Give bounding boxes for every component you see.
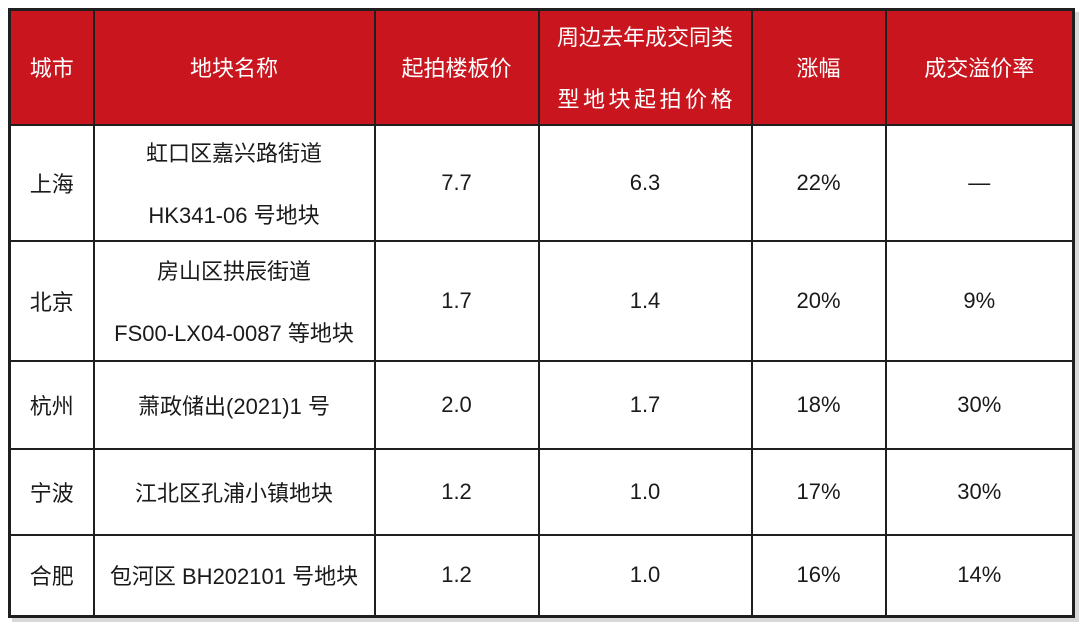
increase-value: 22% — [796, 169, 841, 195]
cell-start-price: 1.7 — [373, 239, 540, 362]
cell-city: 合肥 — [8, 533, 95, 618]
nearby-price-value: 1.7 — [629, 391, 661, 417]
header-cell-nearby-price: 周边去年成交同类 型地块起拍价格 — [537, 8, 753, 126]
increase-value: 16% — [796, 562, 841, 588]
header-start-price-label: 起拍楼板价 — [401, 56, 512, 82]
cell-city: 宁波 — [8, 447, 95, 536]
cell-increase: 16% — [750, 533, 887, 618]
plot-name-line2: HK341-06 号地块 — [148, 202, 320, 228]
cell-premium: 14% — [884, 533, 1075, 618]
plot-name-line1: 包河区 BH202101 号地块 — [109, 564, 359, 590]
plot-name-line1: 江北区孔浦小镇地块 — [134, 480, 333, 506]
header-increase-label: 涨幅 — [796, 56, 841, 82]
premium-value: — — [968, 169, 991, 195]
table-body: 上海 虹口区嘉兴路街道 HK341-06 号地块 7.7 6.3 22% — 北… — [8, 123, 1075, 618]
header-cell-start-price: 起拍楼板价 — [373, 8, 540, 126]
nearby-price-value: 1.4 — [629, 287, 661, 313]
table-row-ningbo: 宁波 江北区孔浦小镇地块 1.2 1.0 17% 30% — [8, 447, 1075, 536]
cell-plot-name: 萧政储出(2021)1 号 — [92, 359, 376, 450]
premium-value: 30% — [957, 478, 1002, 504]
cell-city: 北京 — [8, 239, 95, 362]
header-cell-increase: 涨幅 — [750, 8, 887, 126]
start-price-value: 1.2 — [441, 562, 472, 588]
cell-nearby-price: 6.3 — [537, 123, 753, 242]
cell-premium: — — [884, 123, 1075, 242]
header-premium-label: 成交溢价率 — [924, 56, 1035, 82]
plot-name-line1: 萧政储出(2021)1 号 — [138, 393, 330, 419]
cell-premium: 9% — [884, 239, 1075, 362]
table-row-shanghai: 上海 虹口区嘉兴路街道 HK341-06 号地块 7.7 6.3 22% — — [8, 123, 1075, 242]
cell-plot-name: 房山区拱辰街道 FS00-LX04-0087 等地块 — [92, 239, 376, 362]
cell-plot-name: 虹口区嘉兴路街道 HK341-06 号地块 — [92, 123, 376, 242]
header-row: 城市 地块名称 起拍楼板价 周边去年成交同类 型地块起拍价格 涨幅 — [8, 8, 1075, 126]
premium-value: 14% — [957, 562, 1002, 588]
header-nearby-line2: 型地块起拍价格 — [557, 87, 736, 113]
cell-plot-name: 江北区孔浦小镇地块 — [92, 447, 376, 536]
city-value: 宁波 — [29, 480, 74, 506]
cell-start-price: 2.0 — [373, 359, 540, 450]
header-cell-plot-name: 地块名称 — [92, 8, 376, 126]
header-cell-premium: 成交溢价率 — [884, 8, 1075, 126]
city-value: 北京 — [29, 289, 74, 315]
table-row-beijing: 北京 房山区拱辰街道 FS00-LX04-0087 等地块 1.7 1.4 20… — [8, 239, 1075, 362]
increase-value: 20% — [796, 287, 841, 313]
city-value: 合肥 — [29, 564, 74, 590]
cell-city: 上海 — [8, 123, 95, 242]
cell-increase: 20% — [750, 239, 887, 362]
cell-start-price: 1.2 — [373, 447, 540, 536]
plot-name-line1: 房山区拱辰街道 — [156, 258, 311, 284]
premium-value: 30% — [957, 391, 1002, 417]
table-header: 城市 地块名称 起拍楼板价 周边去年成交同类 型地块起拍价格 涨幅 — [8, 8, 1075, 126]
table-row-hangzhou: 杭州 萧政储出(2021)1 号 2.0 1.7 18% 30% — [8, 359, 1075, 450]
header-cell-city: 城市 — [8, 8, 95, 126]
plot-name-line2: FS00-LX04-0087 等地块 — [114, 320, 354, 346]
land-price-table-container: 城市 地块名称 起拍楼板价 周边去年成交同类 型地块起拍价格 涨幅 — [8, 8, 1075, 618]
plot-name-line1: 虹口区嘉兴路街道 — [145, 140, 322, 166]
cell-start-price: 7.7 — [373, 123, 540, 242]
start-price-value: 7.7 — [441, 169, 472, 195]
cell-city: 杭州 — [8, 359, 95, 450]
header-plot-name-label: 地块名称 — [189, 56, 278, 82]
header-nearby-line1: 周边去年成交同类 — [556, 25, 733, 51]
table-row-hefei: 合肥 包河区 BH202101 号地块 1.2 1.0 16% 14% — [8, 533, 1075, 618]
cell-nearby-price: 1.0 — [537, 533, 753, 618]
start-price-value: 2.0 — [441, 391, 472, 417]
cell-premium: 30% — [884, 359, 1075, 450]
increase-value: 18% — [796, 391, 841, 417]
cell-nearby-price: 1.7 — [537, 359, 753, 450]
cell-nearby-price: 1.4 — [537, 239, 753, 362]
header-city-label: 城市 — [29, 56, 74, 82]
nearby-price-value: 6.3 — [629, 169, 661, 195]
cell-plot-name: 包河区 BH202101 号地块 — [92, 533, 376, 618]
cell-nearby-price: 1.0 — [537, 447, 753, 536]
city-value: 上海 — [29, 171, 74, 197]
cell-premium: 30% — [884, 447, 1075, 536]
start-price-value: 1.2 — [441, 478, 472, 504]
city-value: 杭州 — [29, 393, 74, 419]
nearby-price-value: 1.0 — [629, 478, 661, 504]
land-price-table: 城市 地块名称 起拍楼板价 周边去年成交同类 型地块起拍价格 涨幅 — [8, 8, 1075, 618]
cell-increase: 22% — [750, 123, 887, 242]
cell-increase: 18% — [750, 359, 887, 450]
start-price-value: 1.7 — [441, 287, 472, 313]
nearby-price-value: 1.0 — [629, 562, 661, 588]
cell-start-price: 1.2 — [373, 533, 540, 618]
increase-value: 17% — [796, 478, 841, 504]
premium-value: 9% — [963, 287, 996, 313]
cell-increase: 17% — [750, 447, 887, 536]
